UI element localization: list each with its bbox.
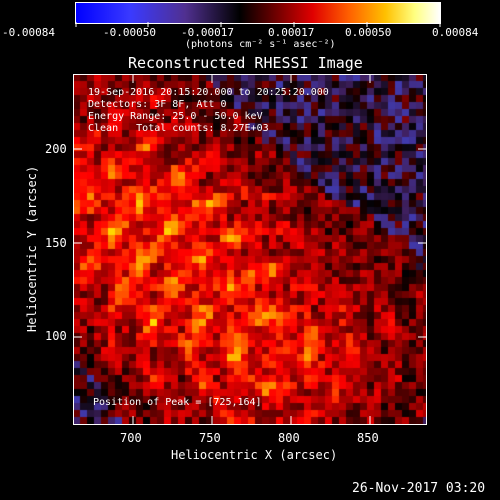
colorbar-unit-label: (photons cm⁻² s⁻¹ asec⁻²) — [185, 39, 336, 50]
colorbar-tick-label: 0.00084 — [432, 26, 479, 39]
y-tick-label: 150 — [45, 236, 67, 250]
x-tick-label: 800 — [278, 431, 300, 445]
colorbar-tick-label: 0.00017 — [268, 26, 315, 39]
annotation-line: Energy Range: 25.0 - 50.0 keV — [88, 111, 263, 122]
colorbar-tick-label: 0.00050 — [345, 26, 392, 39]
y-axis-label: Heliocentric Y (arcsec) — [25, 165, 39, 332]
y-tick-label: 200 — [45, 142, 67, 156]
y-tick-label: 100 — [45, 329, 67, 343]
colorbar — [75, 2, 441, 24]
colorbar-tick-label: -0.00050 — [103, 26, 156, 39]
x-tick-label: 850 — [357, 431, 379, 445]
annotation-line: 19-Sep-2016 20:15:20.000 to 20:25:20.000 — [88, 87, 329, 98]
x-tick-label: 700 — [120, 431, 142, 445]
footer-timestamp: 26-Nov-2017 03:20 — [352, 481, 486, 496]
colorbar-tick-label: -0.00017 — [181, 26, 234, 39]
annotation-line: Detectors: 3F 8F, Att 0 — [88, 99, 227, 110]
x-tick-label: 750 — [199, 431, 221, 445]
x-axis-label: Heliocentric X (arcsec) — [171, 448, 338, 462]
plot-title: Reconstructed RHESSI Image — [128, 54, 363, 72]
annotation-line: Clean Total counts: 8.27E+03 — [88, 123, 269, 134]
colorbar-tick-label: -0.00084 — [2, 26, 55, 39]
colorbar-tick-marks — [75, 22, 441, 27]
peak-position-label: Position of Peak = [725,164] — [93, 397, 262, 408]
